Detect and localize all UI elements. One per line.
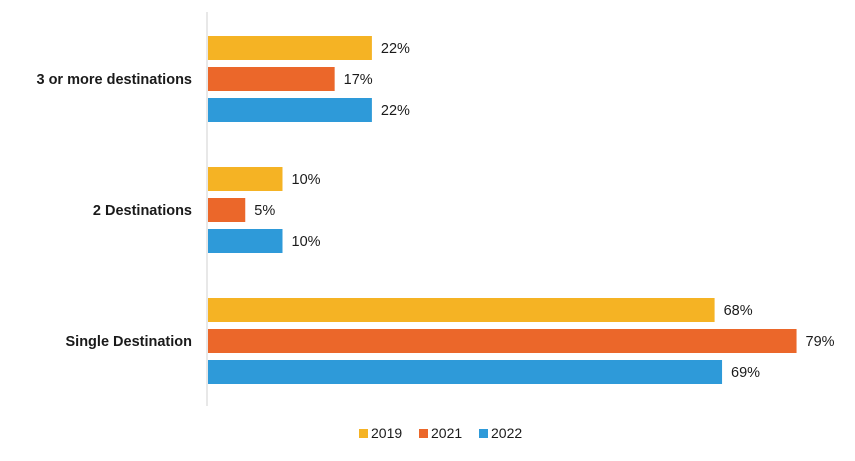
bar-3-or-more-destinations-2021 xyxy=(208,67,335,91)
bar-single-destination-2022 xyxy=(208,360,723,384)
category-label-2-destinations: 2 Destinations xyxy=(93,203,192,219)
legend-label-2022: 2022 xyxy=(491,425,522,441)
value-label-2-destinations-2019: 10% xyxy=(292,172,321,188)
value-label-3-or-more-destinations-2021: 17% xyxy=(344,72,373,88)
value-label-3-or-more-destinations-2022: 22% xyxy=(381,103,410,119)
value-label-single-destination-2021: 79% xyxy=(806,334,835,350)
value-label-2-destinations-2021: 5% xyxy=(254,203,275,219)
bars-layer xyxy=(208,36,797,384)
value-labels: 22% 17% 22% 10% 5% 10% 68% 79% 69% xyxy=(254,41,834,381)
value-label-2-destinations-2022: 10% xyxy=(292,234,321,250)
bar-3-or-more-destinations-2019 xyxy=(208,36,372,60)
bar-3-or-more-destinations-2022 xyxy=(208,98,372,122)
bar-2-destinations-2022 xyxy=(208,229,283,253)
legend-swatch-2019 xyxy=(359,429,368,438)
bar-2-destinations-2021 xyxy=(208,198,246,222)
legend: 2019 2021 2022 xyxy=(359,425,522,441)
bar-single-destination-2019 xyxy=(208,298,715,322)
bar-2-destinations-2019 xyxy=(208,167,283,191)
value-label-single-destination-2019: 68% xyxy=(724,303,753,319)
category-labels: 3 or more destinations 2 Destinations Sing… xyxy=(36,72,192,350)
value-label-3-or-more-destinations-2019: 22% xyxy=(381,41,410,57)
legend-label-2021: 2021 xyxy=(431,425,462,441)
bar-single-destination-2021 xyxy=(208,329,797,353)
legend-swatch-2022 xyxy=(479,429,488,438)
legend-label-2019: 2019 xyxy=(371,425,402,441)
category-label-3-or-more-destinations: 3 or more destinations xyxy=(36,72,192,88)
legend-swatch-2021 xyxy=(419,429,428,438)
value-label-single-destination-2022: 69% xyxy=(731,365,760,381)
category-label-single-destination: Single Destination xyxy=(66,334,193,350)
